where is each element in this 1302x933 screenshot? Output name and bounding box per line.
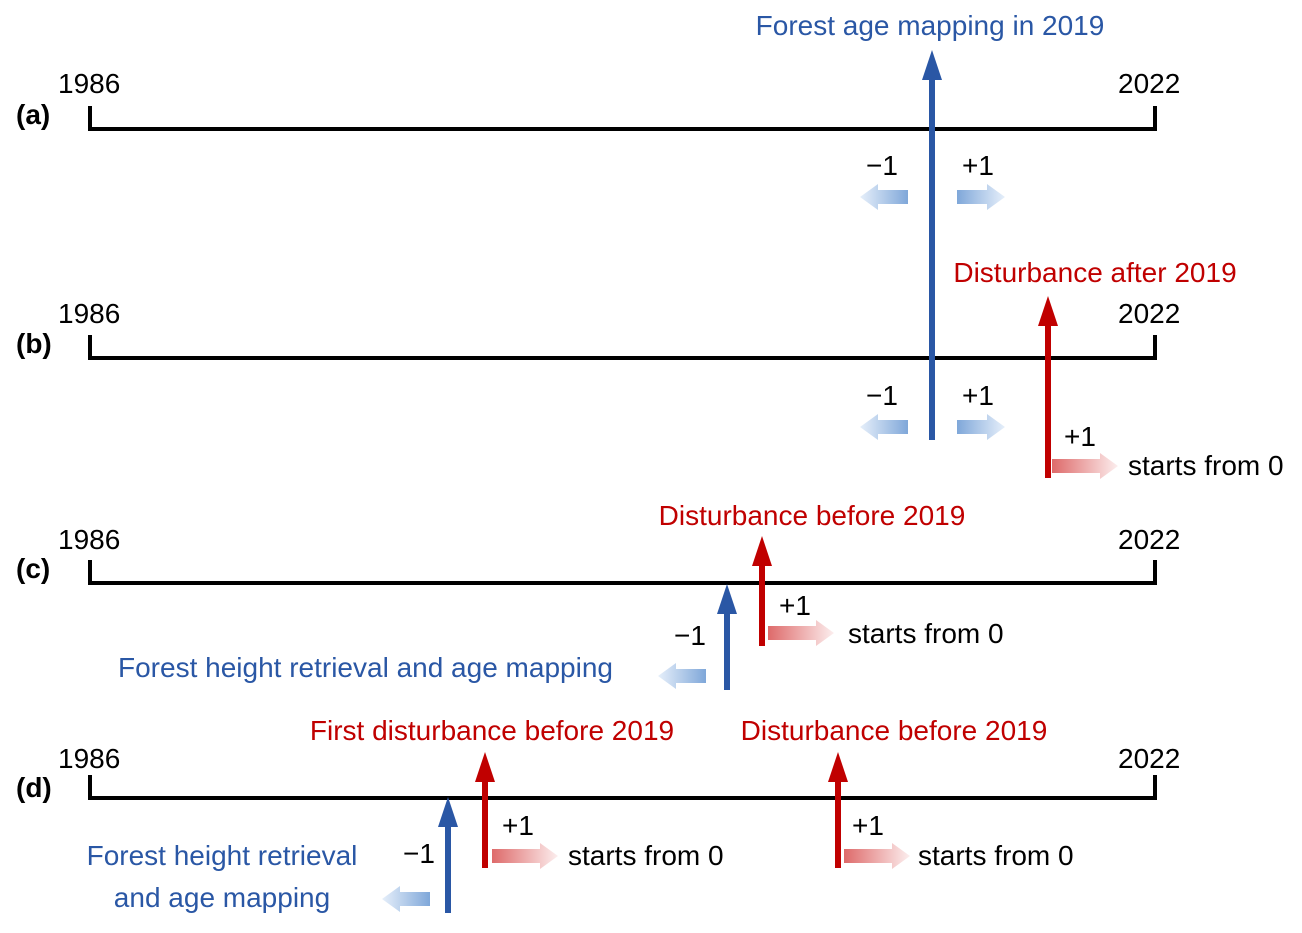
age-mapping-2019-arrow-head bbox=[922, 50, 942, 80]
timeline-c bbox=[88, 560, 1157, 585]
panel-b-disturbance-title: Disturbance after 2019 bbox=[953, 257, 1237, 288]
panel-d-start-year: 1986 bbox=[58, 743, 121, 774]
panel-b-minus-one-arrow bbox=[860, 414, 908, 440]
panel-b-disturbance-arrow-head bbox=[1038, 296, 1058, 326]
panel-d-age-mapping-arrow-head bbox=[438, 797, 458, 827]
panel-c-starts-from-zero-label: starts from 0 bbox=[848, 618, 1004, 649]
panel-d-second-starts-from-zero-label: starts from 0 bbox=[918, 840, 1074, 871]
panel-a-label: (a) bbox=[16, 99, 51, 130]
timeline-a bbox=[88, 106, 1157, 131]
panel-d-second-starts-from-zero-arrow bbox=[844, 843, 910, 869]
panel-c-label: (c) bbox=[16, 553, 51, 584]
panel-d-first-plus-one-label: +1 bbox=[502, 810, 534, 841]
panel-a-plus-one-arrow bbox=[957, 184, 1005, 210]
panel-b-disturbance-plus-one-label: +1 bbox=[1064, 421, 1096, 452]
panel-b-plus-one-arrow bbox=[957, 414, 1005, 440]
panel-c-plus-one-label: +1 bbox=[779, 590, 811, 621]
panel-c-minus-one-label: −1 bbox=[674, 620, 706, 651]
panel-b-minus-one-label: −1 bbox=[866, 380, 898, 411]
panel-b-plus-one-label: +1 bbox=[962, 380, 994, 411]
panel-b-end-year: 2022 bbox=[1118, 298, 1181, 329]
panel-c-starts-from-zero-arrow bbox=[768, 620, 834, 646]
panel-a-minus-one-label: −1 bbox=[866, 150, 898, 181]
panel-d-first-starts-from-zero-label: starts from 0 bbox=[568, 840, 724, 871]
panel-d-first-starts-from-zero-arrow bbox=[492, 843, 558, 869]
panel-a-title: Forest age mapping in 2019 bbox=[755, 10, 1105, 41]
panel-c-disturbance-title: Disturbance before 2019 bbox=[658, 500, 966, 531]
timeline-d bbox=[88, 775, 1157, 800]
panel-a-end-year: 2022 bbox=[1118, 68, 1181, 99]
panel-c-disturbance-arrow-head bbox=[752, 536, 772, 566]
panel-d-age-mapping-label-line2: and age mapping bbox=[113, 882, 331, 913]
panel-d-second-disturbance-arrow-head bbox=[828, 752, 848, 782]
panel-a-minus-one-arrow bbox=[860, 184, 908, 210]
panel-c-age-mapping-label: Forest height retrieval and age mapping bbox=[118, 652, 613, 683]
panel-d-disturbance-title: Disturbance before 2019 bbox=[740, 715, 1048, 746]
panel-c-start-year: 1986 bbox=[58, 524, 121, 555]
panel-d-age-mapping-label-line1: Forest height retrieval bbox=[86, 840, 358, 871]
panel-a-start-year: 1986 bbox=[58, 68, 121, 99]
panel-b-starts-from-zero-label: starts from 0 bbox=[1128, 450, 1284, 481]
panel-b-starts-from-zero-arrow bbox=[1052, 453, 1118, 479]
panel-d-label: (d) bbox=[16, 772, 52, 803]
timeline-b bbox=[88, 335, 1157, 360]
panel-c-age-mapping-arrow-head bbox=[717, 584, 737, 614]
panel-d-second-plus-one-label: +1 bbox=[852, 810, 884, 841]
panel-d-minus-one-label: −1 bbox=[403, 838, 435, 869]
panel-c-minus-one-arrow bbox=[658, 663, 706, 689]
panel-d-minus-one-arrow bbox=[382, 886, 430, 912]
panel-a-plus-one-label: +1 bbox=[962, 150, 994, 181]
panel-b-label: (b) bbox=[16, 328, 52, 359]
panel-b-start-year: 1986 bbox=[58, 298, 121, 329]
panel-d-end-year: 2022 bbox=[1118, 743, 1181, 774]
panel-d-first-disturbance-arrow-head bbox=[475, 752, 495, 782]
panel-c-end-year: 2022 bbox=[1118, 524, 1181, 555]
panel-d-first-disturbance-title: First disturbance before 2019 bbox=[309, 715, 675, 746]
